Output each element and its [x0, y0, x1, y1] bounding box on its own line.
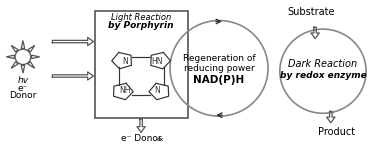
- Text: NH: NH: [120, 86, 131, 95]
- Text: Light Reaction: Light Reaction: [111, 13, 171, 22]
- Text: reducing power: reducing power: [184, 64, 254, 73]
- Text: N: N: [154, 86, 160, 95]
- Text: Dark Reaction: Dark Reaction: [288, 59, 358, 68]
- Text: ox: ox: [157, 137, 164, 142]
- Text: Substrate: Substrate: [287, 7, 335, 17]
- Text: Product: Product: [318, 127, 355, 137]
- Bar: [94, 11, 187, 118]
- Text: HN: HN: [151, 57, 163, 66]
- Text: NAD(P)H: NAD(P)H: [194, 75, 245, 85]
- Text: e⁻: e⁻: [18, 84, 28, 93]
- Text: by Porphyrin: by Porphyrin: [108, 21, 174, 29]
- Text: hv: hv: [17, 76, 28, 85]
- Text: Donor: Donor: [9, 91, 37, 100]
- Text: N: N: [122, 57, 128, 66]
- Text: e⁻ Donor: e⁻ Donor: [121, 134, 161, 143]
- Text: by redox enzyme: by redox enzyme: [280, 72, 366, 80]
- Text: Regeneration of: Regeneration of: [183, 54, 256, 63]
